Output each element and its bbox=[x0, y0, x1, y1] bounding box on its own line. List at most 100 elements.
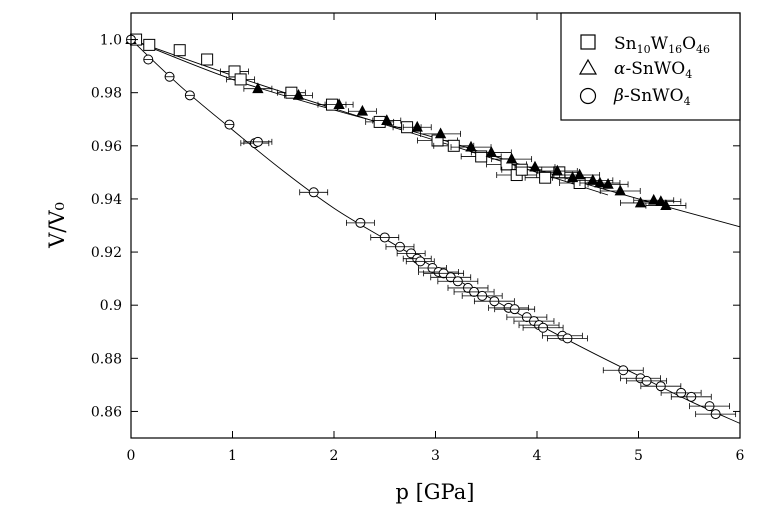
square-marker bbox=[515, 163, 528, 176]
legend-marker-circle bbox=[579, 87, 597, 105]
data-point-series-2 bbox=[423, 268, 465, 279]
data-point-series-2 bbox=[670, 391, 712, 402]
y-tick-label: 0.96 bbox=[91, 139, 122, 155]
triangle-marker bbox=[529, 160, 541, 172]
triangle-marker bbox=[411, 120, 423, 132]
data-point-series-2 bbox=[620, 373, 661, 384]
x-tick-label: 5 bbox=[634, 448, 643, 464]
data-point-series-1 bbox=[491, 152, 533, 164]
triangle-marker bbox=[485, 146, 497, 157]
data-point-series-0 bbox=[201, 53, 214, 66]
data-point-series-2 bbox=[370, 232, 400, 243]
data-point-series-2 bbox=[461, 290, 503, 301]
square-marker bbox=[234, 73, 247, 86]
legend-box bbox=[560, 12, 741, 121]
data-point-series-2 bbox=[299, 187, 329, 198]
data-point-series-0 bbox=[143, 38, 156, 51]
square-marker bbox=[447, 139, 460, 152]
data-point-series-2 bbox=[437, 276, 479, 287]
data-point-series-1 bbox=[284, 88, 313, 100]
square-marker bbox=[228, 65, 241, 78]
data-point-series-1 bbox=[348, 104, 377, 116]
data-point-series-1 bbox=[324, 98, 354, 110]
x-tick-label: 2 bbox=[330, 448, 339, 464]
data-point-series-2 bbox=[602, 365, 644, 376]
data-point-series-1 bbox=[579, 176, 621, 188]
data-point-series-2 bbox=[396, 248, 426, 259]
triangle-marker bbox=[356, 104, 369, 116]
triangle-marker bbox=[292, 88, 305, 100]
data-point-series-2 bbox=[626, 375, 668, 386]
triangle-marker bbox=[602, 177, 614, 189]
data-point-series-2 bbox=[541, 330, 583, 341]
data-point-series-2 bbox=[695, 409, 737, 420]
triangle-marker bbox=[434, 127, 447, 139]
data-point-series-2 bbox=[345, 217, 375, 228]
triangle-marker bbox=[505, 152, 518, 164]
data-point-series-2 bbox=[164, 71, 175, 82]
square-marker bbox=[173, 44, 186, 57]
data-point-series-2 bbox=[243, 136, 273, 147]
legend-label-alpha-snwo4: α-SnWO4 bbox=[614, 59, 692, 81]
legend-label-sn10w16o46: Sn10W16O46 bbox=[614, 34, 710, 56]
y-tick-label: 0.98 bbox=[91, 86, 122, 102]
legend-marker-square bbox=[580, 34, 596, 50]
data-point-series-2 bbox=[547, 333, 588, 344]
data-point-series-2 bbox=[640, 381, 682, 392]
data-point-series-2 bbox=[430, 272, 472, 283]
data-point-series-2 bbox=[447, 282, 489, 293]
data-point-series-1 bbox=[587, 177, 629, 189]
data-point-series-2 bbox=[689, 401, 730, 412]
y-axis-title: V/V₀ bbox=[45, 202, 69, 249]
data-point-series-1 bbox=[243, 82, 273, 94]
data-point-series-1 bbox=[599, 184, 641, 196]
data-point-series-1 bbox=[559, 168, 601, 180]
data-point-series-2 bbox=[660, 387, 702, 398]
data-point-series-2 bbox=[143, 54, 154, 65]
square-marker bbox=[201, 53, 214, 66]
data-point-series-2 bbox=[224, 119, 235, 130]
data-point-series-2 bbox=[405, 256, 435, 267]
y-tick-label: 0.92 bbox=[91, 245, 122, 261]
data-point-series-0 bbox=[226, 73, 256, 86]
triangle-marker bbox=[573, 168, 586, 180]
data-point-series-1 bbox=[470, 146, 512, 157]
legend-label-beta-snwo4: β-SnWO4 bbox=[613, 86, 691, 108]
square-marker bbox=[143, 38, 156, 51]
triangle-marker bbox=[660, 199, 672, 210]
square-marker bbox=[539, 171, 552, 184]
data-point-series-0 bbox=[220, 65, 249, 78]
data-point-series-1 bbox=[420, 127, 461, 139]
data-point-series-2 bbox=[513, 316, 555, 327]
data-point-series-2 bbox=[473, 296, 515, 307]
data-point-series-2 bbox=[494, 304, 536, 315]
data-point-series-0 bbox=[173, 44, 186, 57]
data-point-series-2 bbox=[184, 90, 195, 101]
data-point-series-1 bbox=[402, 120, 432, 132]
triangle-marker bbox=[333, 98, 345, 110]
triangle-marker bbox=[252, 82, 264, 94]
data-point-series-1 bbox=[572, 173, 614, 185]
data-markers bbox=[125, 33, 737, 420]
y-tick-label: 1.0 bbox=[100, 33, 122, 49]
x-tick-labels: 0 1 2 3 4 5 6 bbox=[127, 448, 745, 464]
data-point-series-2 bbox=[385, 241, 415, 252]
x-tick-label: 3 bbox=[431, 448, 440, 464]
data-point-series-2 bbox=[522, 322, 564, 333]
data-point-series-2 bbox=[453, 286, 495, 297]
y-tick-label: 0.86 bbox=[91, 404, 122, 420]
y-tick-labels: 0.86 0.88 0.9 0.92 0.94 0.96 0.98 1.0 bbox=[91, 33, 122, 421]
x-tick-label: 6 bbox=[736, 448, 745, 464]
axis-ticks bbox=[130, 13, 741, 438]
legend: Sn10W16O46 α-SnWO4 β-SnWO4 bbox=[560, 12, 741, 121]
y-tick-label: 0.9 bbox=[100, 298, 122, 314]
legend-marker-triangle bbox=[578, 58, 598, 75]
data-point-series-1 bbox=[645, 199, 687, 210]
data-point-series-2 bbox=[506, 312, 548, 323]
data-point-series-1 bbox=[372, 114, 402, 125]
x-axis-title: p [GPa] bbox=[396, 480, 475, 504]
x-tick-label: 4 bbox=[533, 448, 542, 464]
y-tick-label: 0.94 bbox=[91, 192, 122, 208]
x-tick-label: 1 bbox=[228, 448, 237, 464]
